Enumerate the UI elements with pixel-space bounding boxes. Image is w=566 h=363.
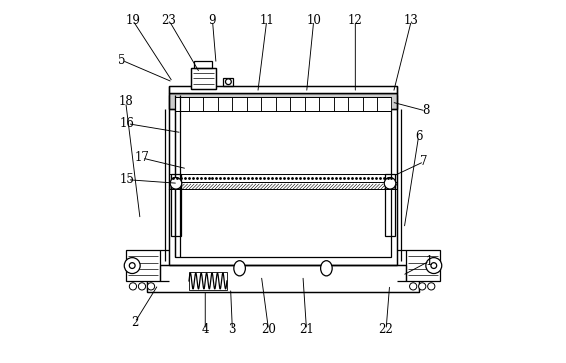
Bar xyxy=(377,97,392,111)
Circle shape xyxy=(426,258,441,274)
Text: 11: 11 xyxy=(259,14,274,27)
Bar xyxy=(169,95,397,265)
Bar xyxy=(169,86,397,93)
Text: 20: 20 xyxy=(261,323,276,336)
Text: 5: 5 xyxy=(118,54,126,67)
Bar xyxy=(247,97,261,111)
Text: 16: 16 xyxy=(120,117,135,130)
Text: 7: 7 xyxy=(421,155,428,168)
Text: 18: 18 xyxy=(118,95,133,109)
Text: 22: 22 xyxy=(379,323,393,336)
Text: 1: 1 xyxy=(426,254,433,268)
Circle shape xyxy=(419,283,426,290)
Circle shape xyxy=(431,263,437,269)
Text: 2: 2 xyxy=(131,316,139,329)
Text: 13: 13 xyxy=(404,14,419,27)
Bar xyxy=(203,97,218,111)
Bar xyxy=(169,93,397,109)
Bar xyxy=(189,97,203,111)
Circle shape xyxy=(410,283,417,290)
Text: 12: 12 xyxy=(348,14,363,27)
Text: 4: 4 xyxy=(201,323,209,336)
Ellipse shape xyxy=(234,261,246,276)
Bar xyxy=(319,97,333,111)
Text: 17: 17 xyxy=(135,151,149,164)
Circle shape xyxy=(170,178,182,189)
Bar xyxy=(348,97,363,111)
Bar xyxy=(385,174,395,236)
Text: 23: 23 xyxy=(162,14,177,27)
Text: 9: 9 xyxy=(209,14,216,27)
Bar xyxy=(169,93,397,109)
Bar xyxy=(147,265,419,292)
Bar xyxy=(363,97,377,111)
Bar xyxy=(126,250,160,281)
Bar xyxy=(171,174,181,236)
Circle shape xyxy=(125,258,140,274)
Text: 19: 19 xyxy=(126,14,140,27)
Bar xyxy=(276,97,290,111)
Bar xyxy=(191,68,216,89)
Bar xyxy=(191,68,216,89)
Bar xyxy=(174,98,392,257)
Bar xyxy=(189,272,227,290)
Bar xyxy=(147,265,419,292)
Bar xyxy=(406,250,440,281)
Circle shape xyxy=(129,263,135,269)
Circle shape xyxy=(428,283,435,290)
Text: 10: 10 xyxy=(306,14,321,27)
Circle shape xyxy=(129,283,136,290)
Bar xyxy=(169,182,397,189)
Bar xyxy=(233,97,247,111)
Circle shape xyxy=(147,283,155,290)
Circle shape xyxy=(138,283,145,290)
Bar xyxy=(169,86,397,93)
Text: 15: 15 xyxy=(120,173,135,186)
Text: 21: 21 xyxy=(299,323,314,336)
Bar xyxy=(333,97,348,111)
Text: 6: 6 xyxy=(415,130,422,143)
Bar xyxy=(224,78,233,86)
Bar xyxy=(174,97,189,111)
Bar xyxy=(194,61,212,68)
Ellipse shape xyxy=(320,261,332,276)
Text: 3: 3 xyxy=(229,323,236,336)
Bar xyxy=(290,97,305,111)
Bar xyxy=(169,174,397,182)
Bar xyxy=(305,97,319,111)
Circle shape xyxy=(225,79,231,85)
Text: 8: 8 xyxy=(422,105,430,118)
Bar xyxy=(218,97,233,111)
Circle shape xyxy=(384,178,396,189)
Bar xyxy=(261,97,276,111)
